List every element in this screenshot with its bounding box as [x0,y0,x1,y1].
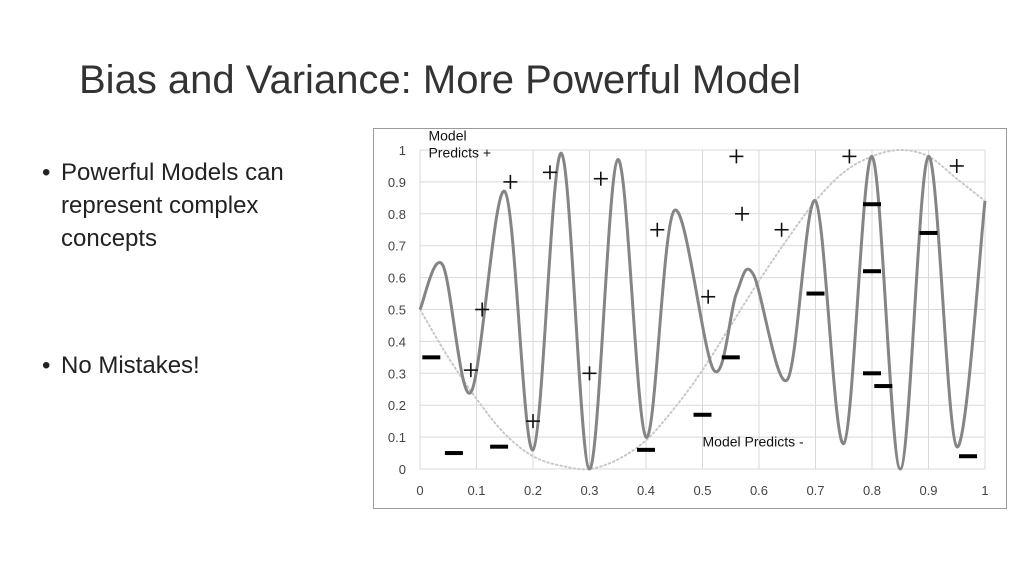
x-tick-label: 0.4 [637,483,655,498]
scatter-chart: 0 0.1 0.2 0.3 0.4 0.5 0.6 0.7 0.8 0.9 1 0 0.1 0.2 0.3 0… [388,129,989,498]
bullet-item: Powerful Models can represent complex co… [42,156,352,255]
slide-title: Bias and Variance: More Powerful Model [79,58,801,102]
y-tick-label: 0.9 [388,175,406,190]
x-tick-label: 0.1 [467,483,485,498]
y-tick-label: 0.3 [388,366,406,381]
x-tick-label: 0.2 [524,483,542,498]
minus-marker [637,447,655,452]
minus-marker [919,230,938,235]
bullet-list: Powerful Models can represent complex co… [42,156,352,382]
plus-marker [463,363,478,378]
plus-marker [542,165,557,180]
minus-marker [959,454,978,459]
minus-marker [490,444,509,449]
y-tick-label: 0.6 [388,271,406,286]
y-tick-label: 0.8 [388,207,406,222]
x-tick-label: 0.9 [919,483,937,498]
annotation-predicts-plus: Model Predicts + [428,129,491,160]
y-tick-label: 0.5 [388,303,406,318]
y-tick-label: 0.7 [388,239,406,254]
y-tick-label: 1 [399,143,406,158]
plus-marker [842,149,857,164]
chart-frame: 0 0.1 0.2 0.3 0.4 0.5 0.6 0.7 0.8 0.9 1 0 0.1 0.2 0.3 0… [373,128,1007,509]
y-tick-label: 0.2 [388,398,406,413]
plus-marker [503,174,518,189]
x-tick-label: 0.7 [806,483,824,498]
x-tick-label: 0.3 [580,483,598,498]
annotation-predicts-minus: Model Predicts - [703,434,804,450]
target-concept-curve [419,148,986,471]
model-fit-curve [418,151,987,471]
plus-marker [774,222,789,237]
x-tick-label: 0.8 [863,483,881,498]
plus-marker [729,149,744,164]
x-tick-label: 0.6 [750,483,768,498]
bullet-item: No Mistakes! [42,349,352,382]
x-tick-label: 0 [416,483,423,498]
minus-marker [863,371,881,376]
minus-marker [422,355,441,360]
plus-marker [949,158,964,173]
plus-marker [735,206,750,221]
minus-marker [693,412,712,417]
plus-marker [650,222,665,237]
plus-marker [701,289,716,304]
minus-marker [874,384,893,389]
plus-marker [526,414,540,429]
x-tick-label: 0.5 [693,483,711,498]
plus-marker [593,171,608,186]
minus-marker [721,355,740,360]
plus-marker [582,366,597,381]
y-tick-label: 0.4 [388,334,406,349]
y-tick-label: 0.1 [388,430,406,445]
x-tick-label: 1 [981,483,988,498]
plus-marker [475,302,490,317]
y-tick-label: 0 [399,462,406,477]
minus-marker [863,269,881,274]
minus-marker [444,451,463,456]
minus-marker [806,291,825,296]
minus-marker [863,202,881,207]
